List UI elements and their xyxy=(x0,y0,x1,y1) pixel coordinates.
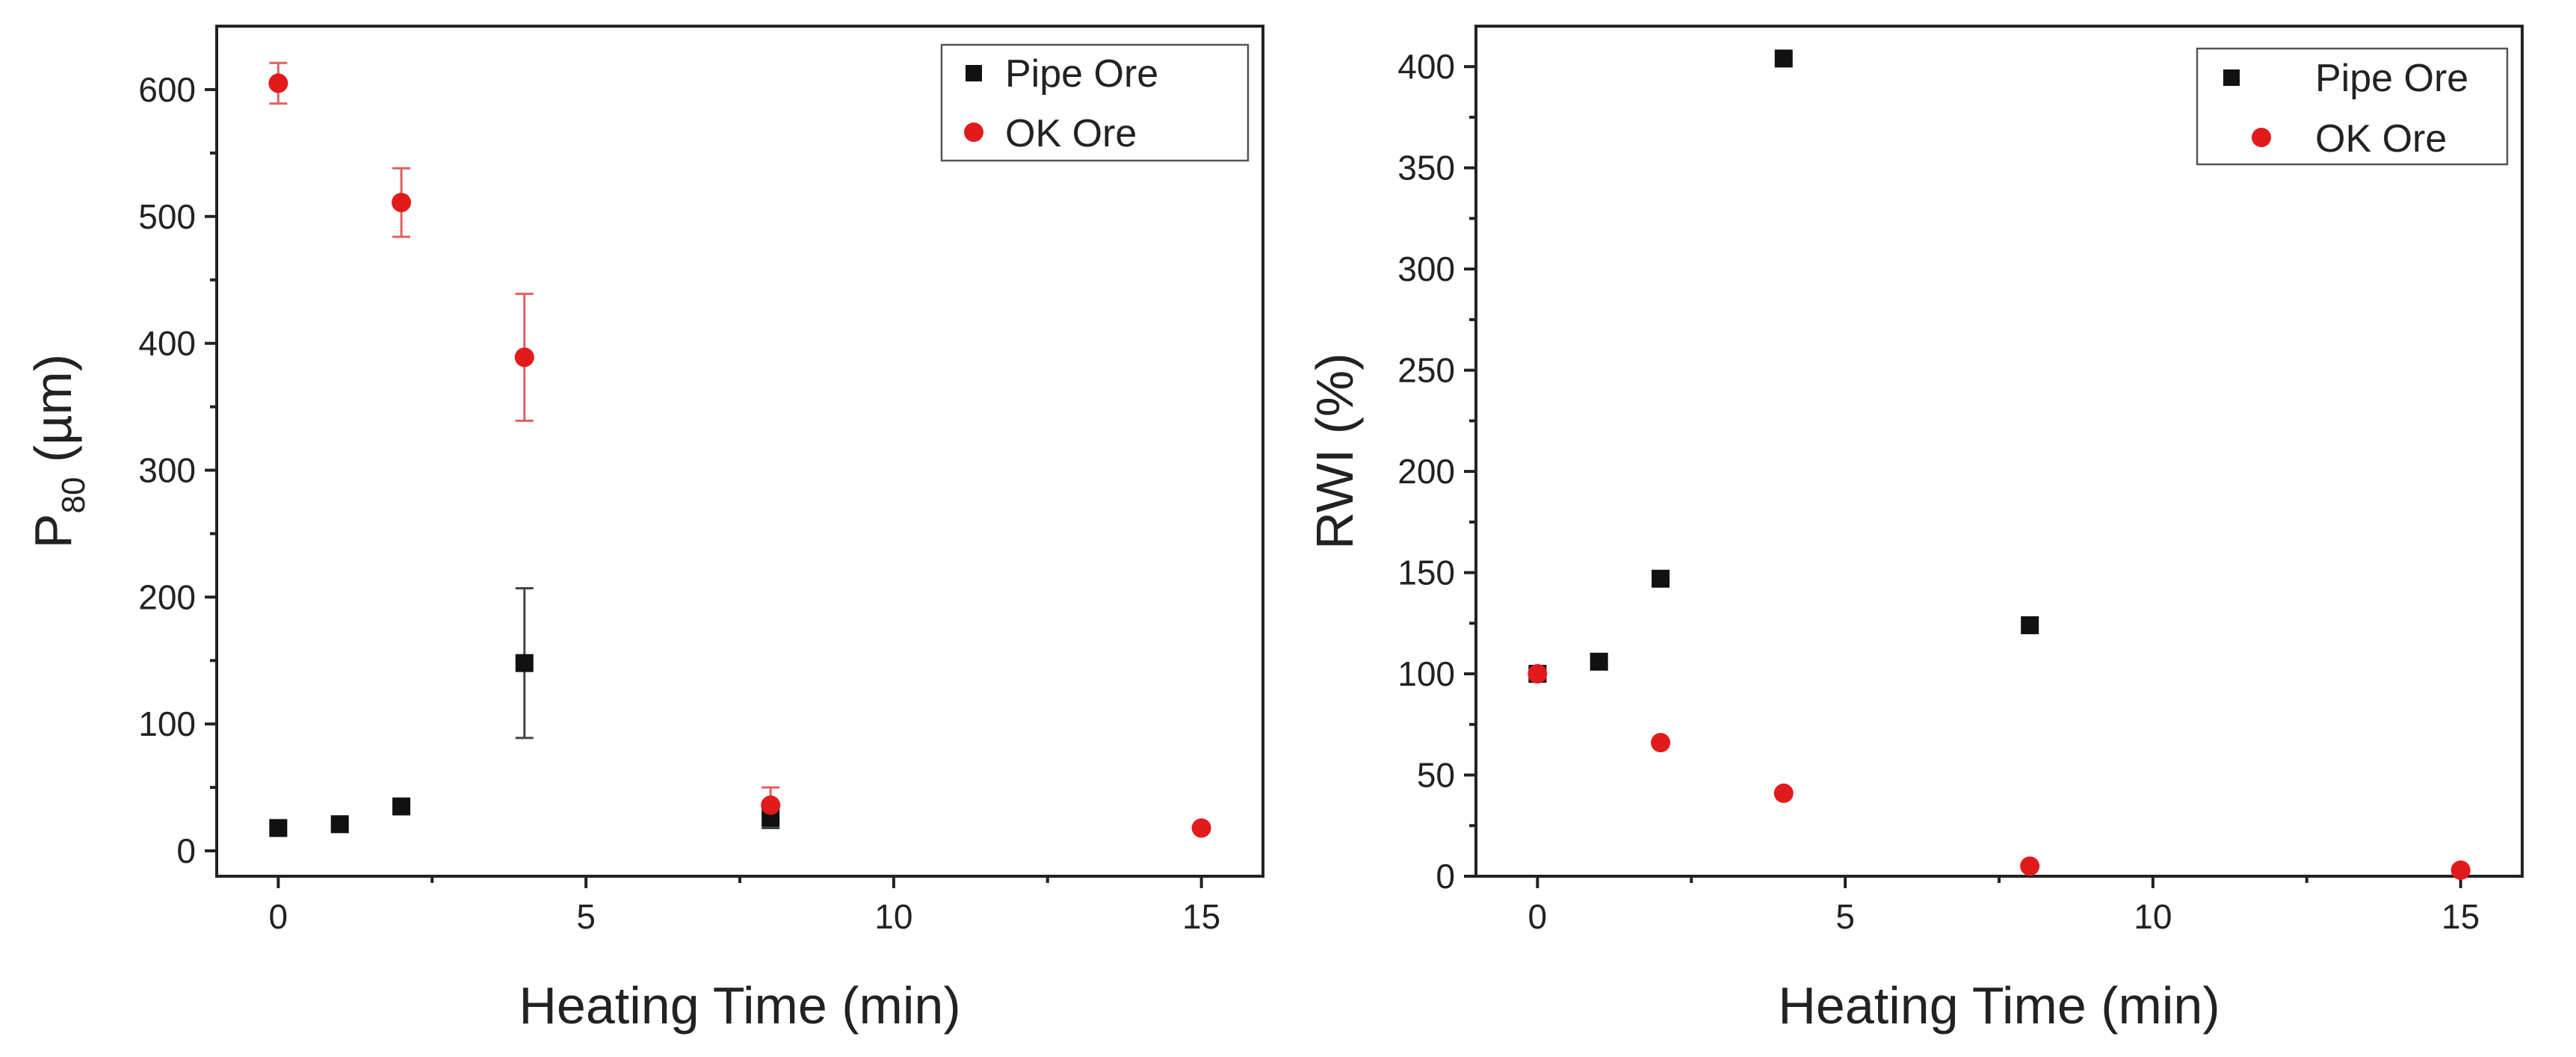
data-point-ok-ore xyxy=(1773,783,1794,803)
y-tick-label: 600 xyxy=(138,70,196,109)
y-tick-label: 400 xyxy=(1397,47,1455,86)
x-tick-label: 0 xyxy=(1528,897,1548,936)
x-tick-label: 10 xyxy=(874,897,912,936)
y-axis-title: RWI (%) xyxy=(1306,353,1364,549)
legend: Pipe Ore OK Ore xyxy=(2196,47,2509,166)
legend-box xyxy=(940,43,1250,162)
y-tick-label: 300 xyxy=(138,450,196,489)
y-axis-title-main: P xyxy=(24,513,82,548)
legend-box xyxy=(2196,47,2509,166)
x-tick-label: 5 xyxy=(576,897,596,936)
tick-group: 0 5 10 15 0 100 200 300 400 500 600 xyxy=(138,70,1220,936)
x-axis-title: Heating Time (min) xyxy=(519,976,960,1035)
y-tick-label: 50 xyxy=(1417,756,1455,795)
legend-marker-ok-ore xyxy=(2252,128,2271,147)
legend: Pipe Ore OK Ore xyxy=(940,43,1250,162)
data-point-group xyxy=(268,73,1211,838)
data-point-ok-ore xyxy=(268,73,288,93)
y-tick-label: 300 xyxy=(1397,249,1455,288)
x-tick-label: 10 xyxy=(2134,897,2172,936)
data-point-pipe-ore xyxy=(330,815,349,834)
y-tick-label: 100 xyxy=(138,704,196,743)
y-tick-label: 200 xyxy=(1397,452,1455,491)
y-axis-title-subscript: 80 xyxy=(55,477,92,514)
x-tick-label: 15 xyxy=(2441,897,2480,936)
data-point-pipe-ore xyxy=(1652,569,1670,588)
data-point-pipe-ore xyxy=(392,797,411,816)
data-point-ok-ore xyxy=(2020,856,2040,876)
legend-label-ok-ore: OK Ore xyxy=(2315,117,2447,161)
data-point-pipe-ore xyxy=(2021,616,2039,635)
y-tick-label: 100 xyxy=(1397,654,1455,693)
x-tick-label: 0 xyxy=(269,897,288,936)
legend-label-ok-ore: OK Ore xyxy=(1005,112,1137,155)
y-tick-label: 200 xyxy=(138,577,196,616)
y-tick-label: 0 xyxy=(1436,857,1455,896)
p80-chart: 0 5 10 15 0 100 200 300 400 500 600 Pipe Ore OK Or… xyxy=(24,25,1264,1035)
y-tick-label: 150 xyxy=(1397,554,1455,592)
legend-label-pipe-ore: Pipe Ore xyxy=(1005,52,1158,96)
y-tick-label: 0 xyxy=(176,831,196,870)
data-point-pipe-ore xyxy=(515,654,534,672)
legend-marker-pipe-ore xyxy=(966,65,982,81)
data-point-ok-ore xyxy=(1191,818,1211,838)
y-axis-title: P80 (µm) xyxy=(24,354,92,548)
data-point-ok-ore xyxy=(761,795,781,815)
x-tick-label: 15 xyxy=(1182,897,1220,936)
data-point-pipe-ore xyxy=(1590,652,1608,671)
data-point-group xyxy=(1528,49,2471,880)
data-point-ok-ore xyxy=(2450,860,2471,880)
x-axis-title: Heating Time (min) xyxy=(1778,976,2220,1035)
data-point-ok-ore xyxy=(514,347,534,368)
data-point-pipe-ore xyxy=(269,819,288,837)
error-bar-group xyxy=(269,61,780,829)
data-point-ok-ore xyxy=(1528,664,1548,684)
y-tick-label: 250 xyxy=(1397,351,1455,390)
y-tick-label: 350 xyxy=(1397,149,1455,187)
x-tick-label: 5 xyxy=(1835,897,1855,936)
data-point-ok-ore xyxy=(1651,733,1671,753)
legend-marker-ok-ore xyxy=(964,123,983,142)
y-axis-title-unit: (µm) xyxy=(24,354,82,477)
legend-marker-pipe-ore xyxy=(2223,69,2240,86)
data-point-ok-ore xyxy=(392,193,412,213)
y-tick-label: 500 xyxy=(138,197,196,236)
data-point-pipe-ore xyxy=(1774,49,1793,68)
y-tick-label: 400 xyxy=(138,324,196,363)
legend-label-pipe-ore: Pipe Ore xyxy=(2315,57,2468,100)
